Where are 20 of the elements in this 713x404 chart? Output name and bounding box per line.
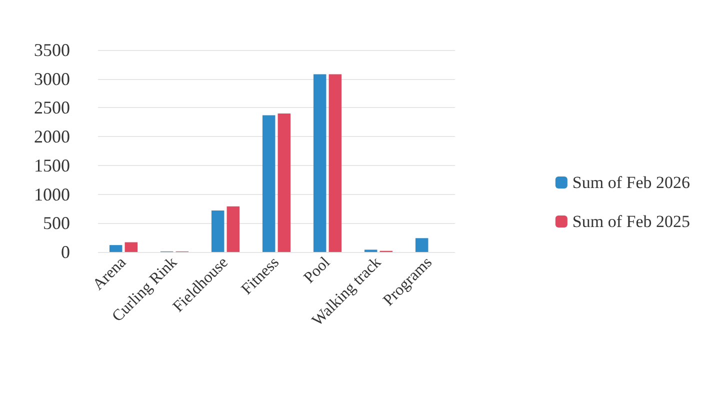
bar [313, 74, 326, 252]
bar [211, 210, 224, 252]
bar [328, 74, 342, 252]
bar [226, 206, 240, 252]
y-tick-label: 3000 [34, 68, 70, 89]
y-tick-label: 1000 [34, 184, 70, 204]
y-tick-label: 500 [43, 213, 70, 234]
bar [278, 113, 291, 252]
y-tick-label: 2000 [34, 126, 70, 147]
x-tick-label: Pool [300, 254, 334, 287]
y-tick-label: 0 [61, 242, 70, 262]
y-tick-label: 1500 [34, 155, 70, 176]
y-tick-label: 2500 [34, 98, 70, 118]
bar [262, 115, 276, 252]
legend-label: Sum of Feb 2025 [572, 212, 690, 231]
bar [109, 245, 122, 252]
legend-label: Sum of Feb 2026 [572, 173, 690, 192]
y-tick-label: 3500 [34, 40, 70, 60]
bar [124, 242, 138, 252]
bar [415, 238, 428, 252]
